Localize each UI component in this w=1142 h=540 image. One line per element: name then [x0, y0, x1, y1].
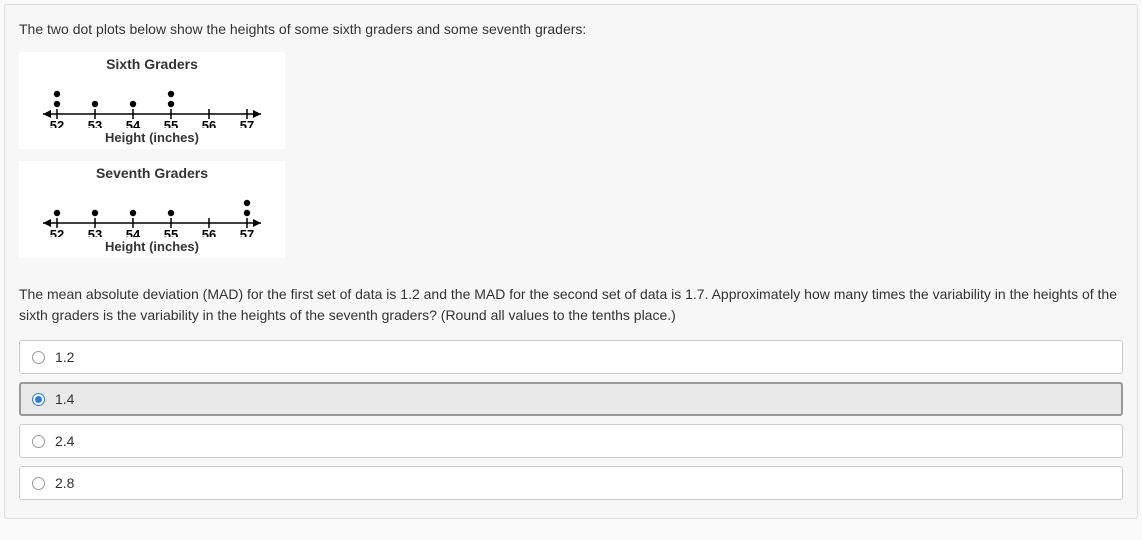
svg-text:52: 52 — [50, 227, 64, 237]
answer-choice-1[interactable]: 1.4 — [19, 382, 1123, 416]
answer-choices: 1.2 1.4 2.4 2.8 — [19, 340, 1123, 500]
dotplot-sixth: Sixth Graders 52 53 54 55 56 57 Height (inche… — [19, 52, 285, 149]
answer-choice-3[interactable]: 2.8 — [19, 466, 1123, 500]
answer-choice-2[interactable]: 2.4 — [19, 424, 1123, 458]
svg-text:57: 57 — [240, 118, 254, 128]
svg-text:55: 55 — [164, 118, 178, 128]
svg-text:56: 56 — [202, 118, 216, 128]
answer-choice-label: 1.4 — [55, 391, 74, 407]
svg-text:53: 53 — [88, 227, 102, 237]
svg-text:54: 54 — [126, 118, 141, 128]
dotplot-sixth-svg: 52 53 54 55 56 57 — [27, 74, 277, 128]
svg-text:57: 57 — [240, 227, 254, 237]
answer-choice-label: 2.8 — [55, 475, 74, 491]
svg-text:52: 52 — [50, 118, 64, 128]
radio-icon — [32, 393, 45, 406]
dotplot-sixth-title: Sixth Graders — [27, 56, 277, 72]
radio-icon — [32, 351, 45, 364]
dotplot-sixth-axis-label: Height (inches) — [27, 130, 277, 145]
answer-choice-label: 1.2 — [55, 349, 74, 365]
radio-icon — [32, 435, 45, 448]
dotplot-seventh-title: Seventh Graders — [27, 165, 277, 181]
answer-choice-0[interactable]: 1.2 — [19, 340, 1123, 374]
radio-icon — [32, 477, 45, 490]
question-context: The mean absolute deviation (MAD) for th… — [19, 284, 1123, 326]
svg-text:53: 53 — [88, 118, 102, 128]
svg-text:54: 54 — [126, 227, 141, 237]
svg-text:56: 56 — [202, 227, 216, 237]
dotplot-seventh: Seventh Graders 52 53 54 55 56 57 Height (inc… — [19, 161, 285, 258]
dotplot-seventh-axis-label: Height (inches) — [27, 239, 277, 254]
answer-choice-label: 2.4 — [55, 433, 74, 449]
question-intro: The two dot plots below show the heights… — [19, 19, 1123, 40]
question-panel: The two dot plots below show the heights… — [4, 4, 1138, 519]
svg-text:55: 55 — [164, 227, 178, 237]
dotplot-seventh-svg: 52 53 54 55 56 57 — [27, 183, 277, 237]
